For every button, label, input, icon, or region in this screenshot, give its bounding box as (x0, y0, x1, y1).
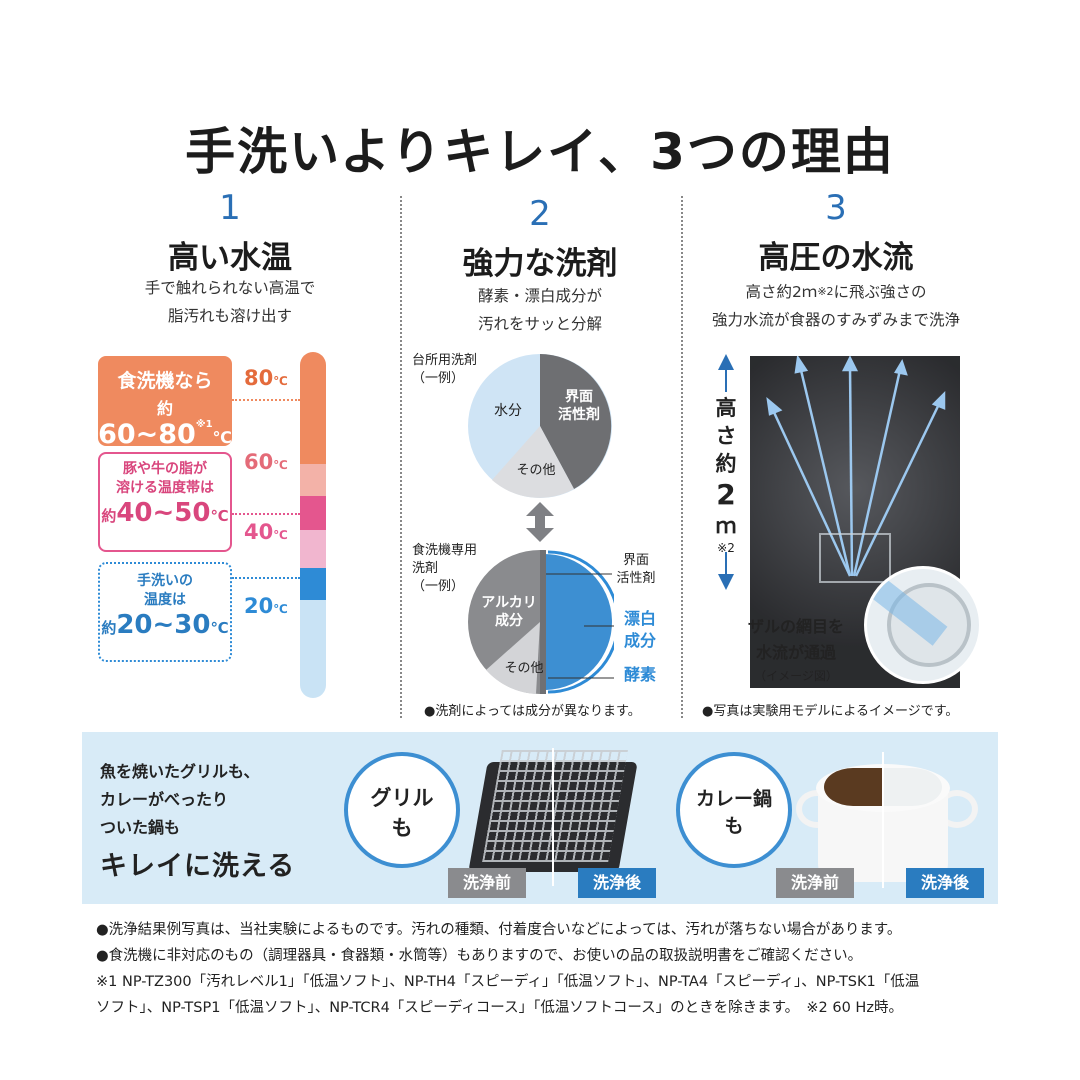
footnote-2: ●食洗機に非対応のもの（調理器具・食器類・水筒等）もありますので、お使いの品の取… (96, 948, 863, 964)
band-headline: キレイに洗える (100, 851, 296, 882)
reason-subtext-line: 脂汚れも溶け出す (167, 307, 292, 325)
reason-subtext-line: 高さ約2ｍ※2に飛ぶ強さの (745, 283, 927, 301)
grill-after-tag: 洗浄後 (578, 868, 656, 898)
height-arrow-icon (718, 354, 734, 590)
reason-heading-2: 強力な洗剤 (462, 246, 618, 282)
temperature-segment (300, 600, 326, 698)
grill-before-tag: 洗浄前 (448, 868, 526, 898)
compare-arrow-icon (526, 502, 554, 542)
pot-before-tag: 洗浄前 (776, 868, 854, 898)
pie1-label-other: その他 (516, 463, 556, 478)
footnote-4: ソフト」、NP-TSP1「低温ソフト」、NP-TCR4「スピーディコース」「低温… (96, 1000, 903, 1016)
temp-label-60: 60℃ (244, 450, 288, 474)
caption-line: 洗剤 (412, 561, 439, 576)
footnote-1: ●洗浄結果例写真は、当社実験によるものです。汚れの種類、付着度合いなどによっては… (96, 922, 902, 938)
reason-subtext-line: 汚れをサッと分解 (477, 315, 602, 333)
reason-number-2: 2 (529, 194, 551, 234)
caption-line: （一例） (412, 579, 465, 594)
fat-melting-box: 豚や牛の脂が 溶ける温度帯は 約40~50℃ (98, 452, 232, 552)
reason-subtext-line: 酵素・漂白成分が (477, 287, 602, 305)
handwash-temp-box: 手洗いの 温度は 約20~30℃ (98, 562, 232, 662)
pie2-label-other: その他 (504, 661, 544, 676)
pie2-label-enzyme: 酵素 (623, 665, 656, 684)
pot-label-circle: カレー鍋 も (676, 752, 792, 868)
pie2-slice-other (486, 622, 540, 694)
temp-label-40: 40℃ (244, 520, 288, 544)
box-value: 約20~30℃ (101, 610, 229, 640)
temperature-segment (300, 530, 326, 568)
reason-heading-1: 高い水温 (168, 240, 292, 276)
pie1-slice-surfactant (540, 354, 612, 489)
grill-label-circle: グリル も (344, 752, 460, 868)
temp-label-80: 80℃ (244, 366, 288, 390)
pie2-caption: 食洗機専用 洗剤 （一例） (412, 542, 477, 596)
reason-subtext-line: 強力水流が食器のすみずみまで洗浄 (711, 311, 960, 329)
reason-subtext-line: 手で触れられない高温で (144, 279, 316, 297)
photo-note: ●写真は実験用モデルによるイメージです。 (702, 704, 959, 719)
pie1-label-surfactant: 界面 活性剤 (558, 389, 600, 423)
pie2-label-surfactant: 界面 活性剤 (616, 553, 656, 586)
box-label: 豚や牛の脂が (123, 461, 207, 477)
connector-line (232, 513, 300, 515)
reason-heading-3: 高圧の水流 (758, 240, 914, 276)
caption-line: 台所用洗剤 (412, 353, 478, 368)
height-label: 高 さ 約 2 ｍ ※2 (715, 396, 737, 555)
band-line: ついた鍋も (100, 818, 181, 837)
box-label: 手洗いの (137, 573, 193, 589)
pie2-leader-lines (546, 573, 614, 679)
column-divider (400, 196, 402, 718)
box-label: 温度は (144, 592, 186, 608)
reason-subtext-3: 高さ約2ｍ※2に飛ぶ強さの 強力水流が食器のすみずみまで洗浄 (676, 278, 996, 334)
band-line: カレーがべったり (100, 790, 229, 809)
pie1-slice-other (492, 426, 574, 498)
pie2-outline (547, 550, 614, 694)
detergent-note: ●洗剤によっては成分が異なります。 (424, 704, 641, 719)
water-jet-arrows (766, 356, 946, 583)
temperature-segment-hand (300, 568, 326, 600)
connector-line (232, 399, 300, 401)
temperature-segment-hot (300, 352, 326, 464)
curry-pot-photo (790, 752, 978, 888)
pie2-label-bleach: 漂白 成分 (623, 609, 656, 650)
box-value: 約60~80※1℃ (98, 399, 232, 450)
dishwasher-temp-box: 食洗機なら 約60~80※1℃ (98, 356, 232, 450)
reason-subtext-1: 手で触れられない高温で 脂汚れも溶け出す (70, 274, 390, 330)
box-value: 約40~50℃ (101, 498, 229, 528)
pie2-slice-surfactant (540, 550, 546, 694)
mesh-caption: ザルの網目を 水流が通過 （イメージ図） (747, 617, 844, 683)
temperature-segment (300, 464, 326, 496)
pie-chart-dishwasher-detergent (468, 549, 614, 694)
band-text: 魚を焼いたグリルも、 カレーがべったり ついた鍋も (100, 758, 260, 842)
reason-subtext-2: 酵素・漂白成分が 汚れをサッと分解 (380, 282, 700, 338)
connector-line (232, 577, 300, 579)
temperature-bar (300, 352, 326, 698)
pie1-caption: 台所用洗剤 （一例） (412, 352, 477, 388)
temperature-segment-fat (300, 496, 326, 530)
pie1-label-water: 水分 (494, 403, 522, 419)
caption-line: 食洗機専用 (412, 543, 478, 558)
reason-number-3: 3 (825, 188, 847, 228)
pot-after-tag: 洗浄後 (906, 868, 984, 898)
reason-number-1: 1 (219, 188, 241, 228)
temp-label-20: 20℃ (244, 594, 288, 618)
column-divider (681, 196, 683, 718)
pie-chart-kitchen-detergent (468, 354, 612, 498)
grill-photo (468, 748, 638, 886)
pie2-label-alkali: アルカリ 成分 (481, 595, 537, 629)
pie2-slice-bleach (542, 553, 613, 690)
colander-inset-photo (864, 566, 982, 684)
box-label: 食洗機なら (117, 370, 213, 392)
page-title: 手洗いよりキレイ、3つの理由 (185, 123, 895, 181)
caption-line: （一例） (412, 371, 465, 386)
band-line: 魚を焼いたグリルも、 (100, 762, 260, 781)
box-label: 溶ける温度帯は (116, 480, 214, 496)
footnote-3: ※1 NP-TZ300「汚れレベル1」「低温ソフト」、NP-TH4「スピーディ」… (96, 974, 920, 990)
